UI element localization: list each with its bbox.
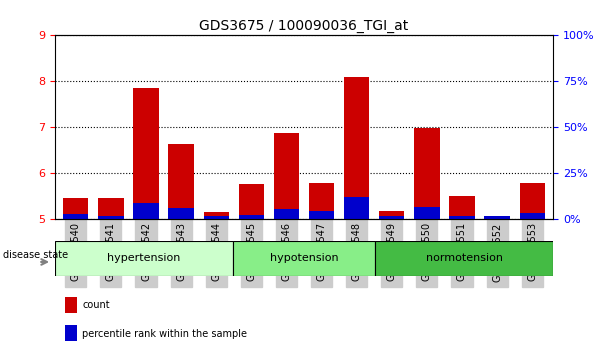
Bar: [375, 241, 553, 276]
Bar: [520, 212, 545, 219]
Bar: [239, 215, 264, 219]
Bar: [63, 198, 88, 219]
Bar: [344, 198, 369, 219]
Text: normotension: normotension: [426, 253, 503, 263]
Text: count: count: [82, 300, 110, 310]
Bar: [98, 216, 123, 219]
Bar: [379, 211, 404, 219]
Text: percentile rank within the sample: percentile rank within the sample: [82, 329, 247, 339]
Bar: [379, 216, 404, 219]
Bar: [414, 207, 440, 219]
Text: disease state: disease state: [3, 250, 68, 260]
Bar: [485, 216, 510, 219]
Bar: [204, 212, 229, 219]
Bar: [98, 198, 123, 219]
Bar: [449, 195, 475, 219]
Bar: [168, 208, 194, 219]
Bar: [309, 211, 334, 219]
Bar: [309, 183, 334, 219]
Title: GDS3675 / 100090036_TGI_at: GDS3675 / 100090036_TGI_at: [199, 19, 409, 33]
Bar: [520, 183, 545, 219]
Bar: [64, 325, 77, 341]
Text: hypotension: hypotension: [270, 253, 338, 263]
Bar: [344, 77, 369, 219]
Bar: [133, 88, 159, 219]
Bar: [449, 216, 475, 219]
Bar: [64, 297, 77, 313]
Bar: [414, 129, 440, 219]
Bar: [63, 214, 88, 219]
Bar: [55, 241, 233, 276]
Bar: [168, 143, 194, 219]
Bar: [239, 184, 264, 219]
Bar: [485, 216, 510, 219]
Bar: [233, 241, 375, 276]
Text: hypertension: hypertension: [107, 253, 181, 263]
Bar: [204, 216, 229, 219]
Bar: [133, 203, 159, 219]
Bar: [274, 209, 299, 219]
Bar: [274, 133, 299, 219]
